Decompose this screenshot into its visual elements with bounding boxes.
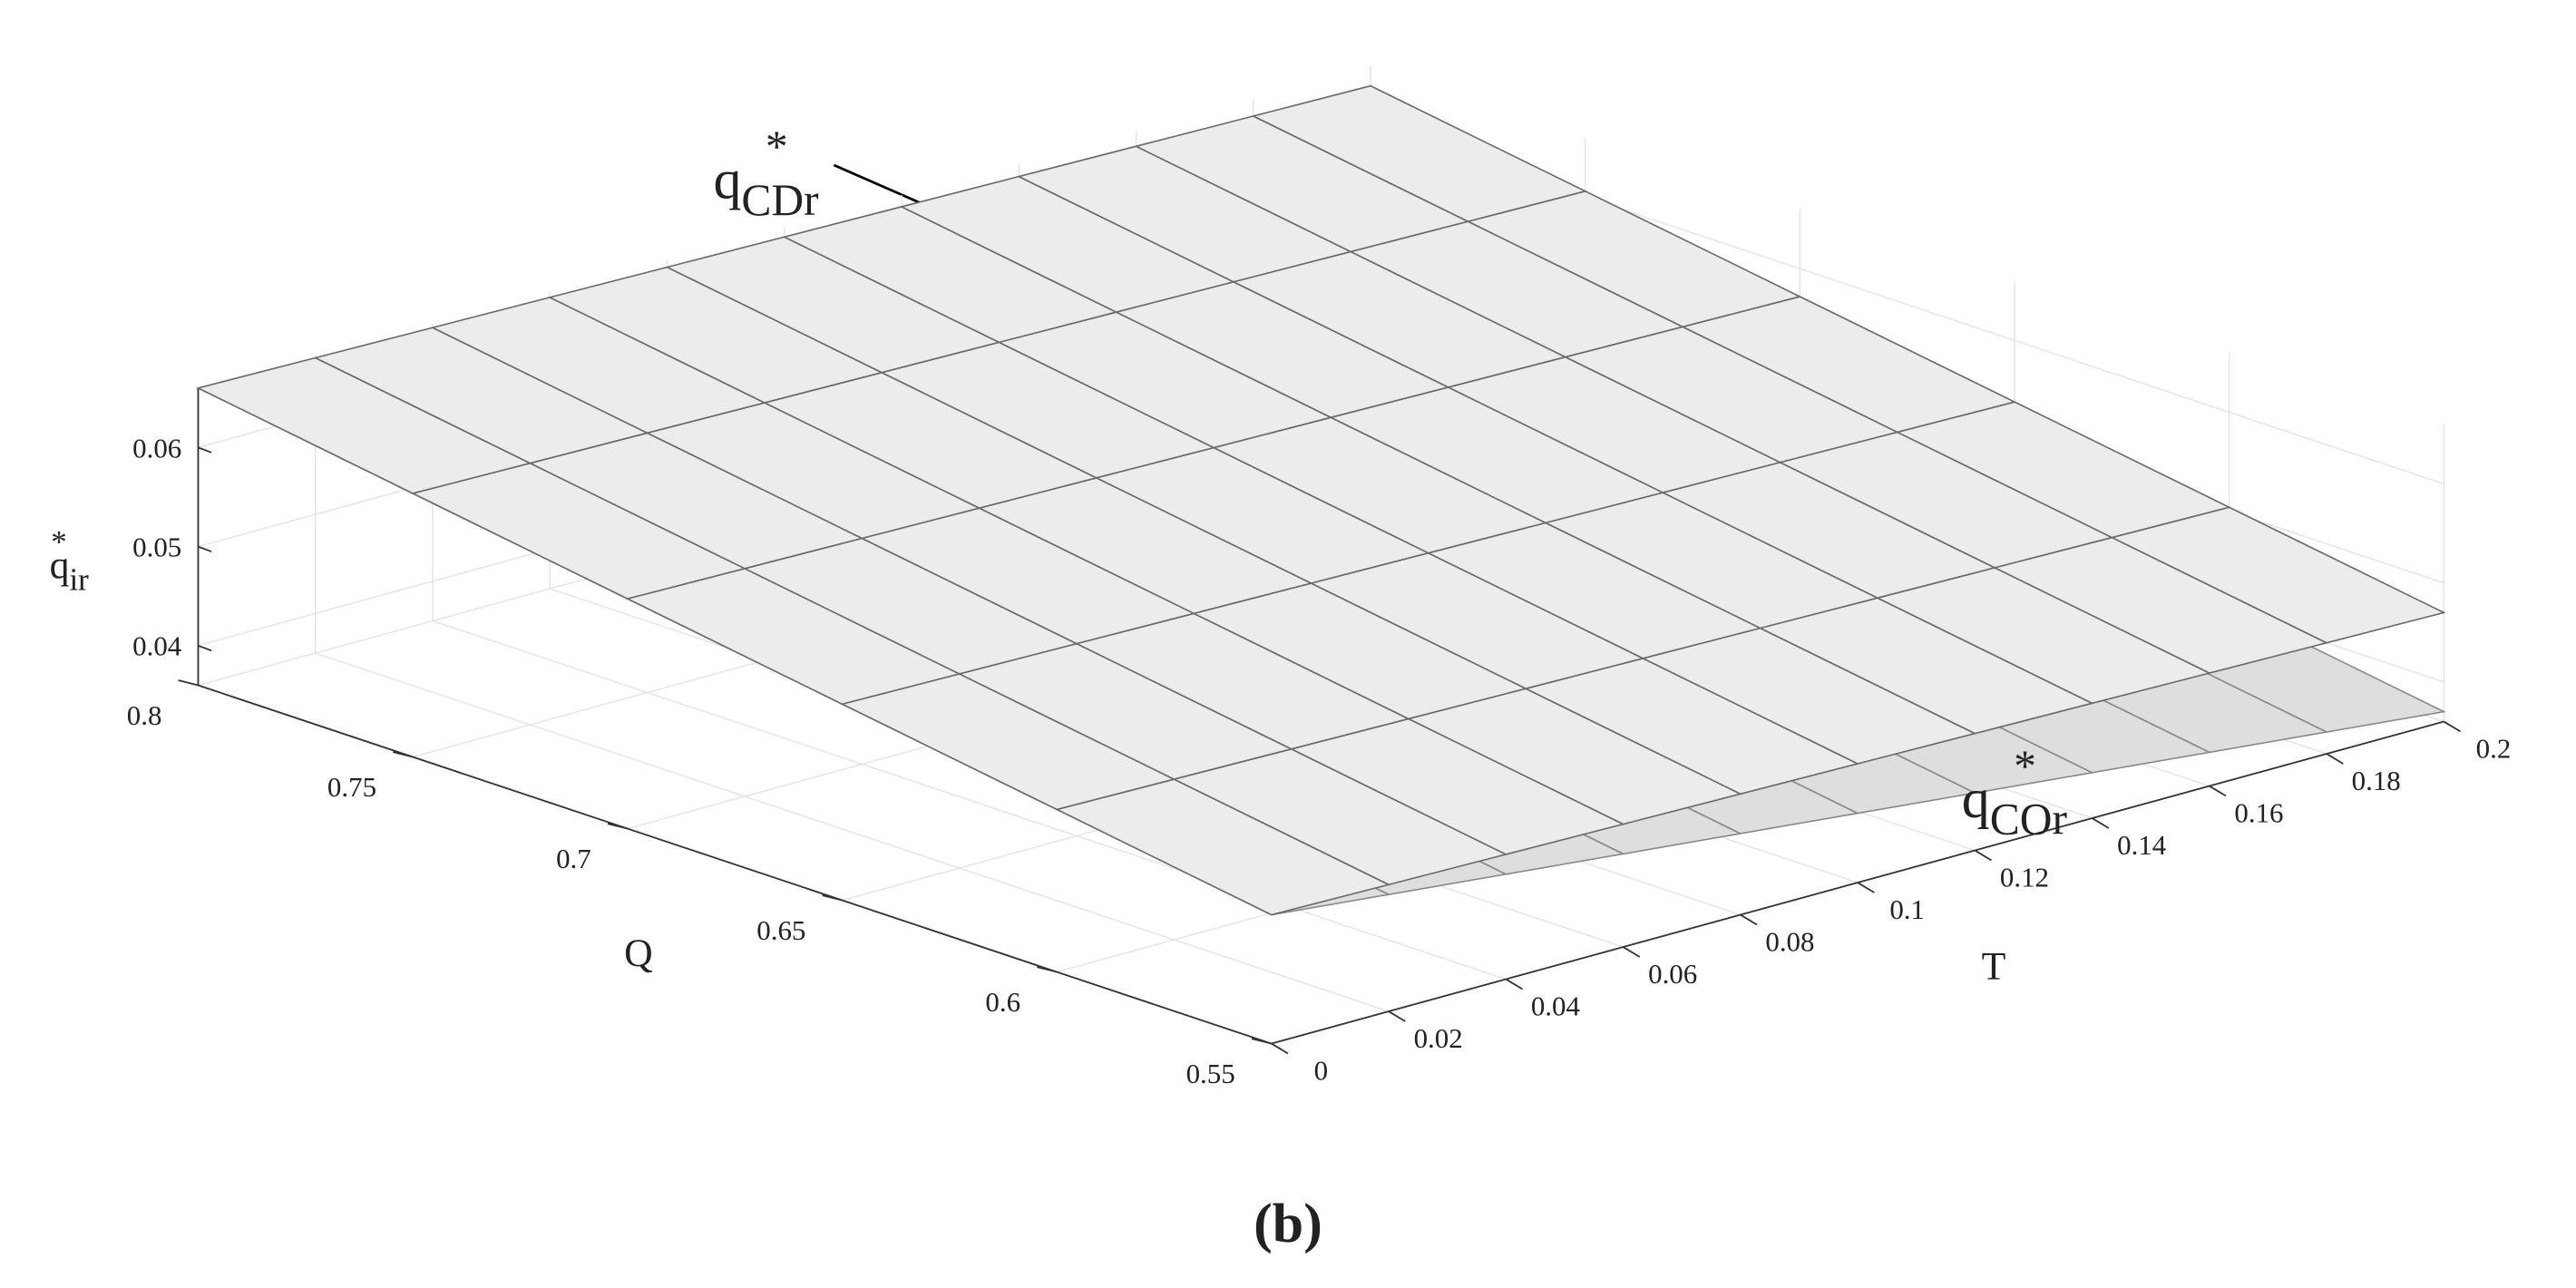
x-tick: [1271, 1042, 1289, 1055]
y-tick: [393, 751, 414, 758]
legend-label-sup: *: [766, 122, 788, 171]
x-tick: [1505, 978, 1523, 990]
x-tick-label: 0.04: [1531, 990, 1580, 1022]
x-tick: [2443, 720, 2462, 733]
y-tick-label: 0.6: [985, 986, 1020, 1018]
axis-line: [198, 684, 1273, 1045]
x-tick: [2209, 785, 2227, 797]
x-tick-label: 0.08: [1765, 926, 1814, 958]
y-tick-label: 0.75: [327, 771, 376, 803]
x-tick-label: 0: [1314, 1055, 1328, 1087]
grid-line: [315, 652, 1390, 1012]
y-tick: [607, 823, 629, 830]
x-tick: [1388, 1010, 1406, 1022]
x-tick: [1623, 946, 1641, 958]
z-tick-label: 0.04: [132, 630, 181, 662]
x-tick: [1857, 882, 1875, 893]
legend-label: qCDr*: [713, 122, 819, 225]
y-tick: [1037, 966, 1058, 973]
z-tick-label: 0.06: [132, 432, 181, 463]
z-tick: [198, 545, 212, 552]
x-tick: [1974, 849, 1992, 862]
x-tick-label: 0.06: [1648, 958, 1697, 990]
legend-label-main: q: [713, 149, 741, 210]
y-tick-label: 0.8: [127, 699, 162, 731]
z-tick: [198, 446, 212, 454]
x-tick-label: 0.2: [2476, 733, 2512, 765]
legend-label-main: q: [1962, 768, 1990, 830]
grid-line: [432, 620, 1507, 981]
y-tick: [178, 679, 199, 687]
y-tick-label: 0.65: [756, 914, 805, 946]
caption: (b): [1254, 1193, 1322, 1254]
x-tick-label: 0.18: [2352, 765, 2401, 796]
x-tick-label: 0.12: [2000, 862, 2049, 893]
x-axis-label: T: [1982, 945, 2006, 989]
legend-label-sub: COr: [1990, 795, 2068, 844]
z-axis-label-main: q: [50, 543, 70, 587]
legend-label-sub: CDr: [741, 175, 819, 225]
y-tick: [1251, 1038, 1273, 1045]
y-tick-label: 0.7: [556, 843, 591, 874]
z-axis-label: qir*: [50, 524, 90, 598]
y-tick: [822, 894, 843, 902]
x-tick-label: 0.14: [2117, 829, 2166, 861]
legend-label: qCOr*: [1962, 741, 2068, 844]
x-tick: [2326, 753, 2344, 765]
x-tick: [2092, 817, 2110, 829]
z-tick-label: 0.05: [132, 532, 181, 563]
x-tick-label: 0.1: [1889, 893, 1925, 925]
x-tick-label: 0.02: [1414, 1022, 1463, 1054]
plot-area: 0 0.02 0.04 0.06 0.08 0.1 0.12 0.14 0.16 0.18 0.2 0…: [50, 65, 2512, 1254]
x-tick-label: 0.16: [2234, 797, 2283, 829]
y-tick-label: 0.55: [1186, 1058, 1235, 1089]
y-axis-label: Q: [624, 932, 653, 975]
z-axis-label-sub: ir: [69, 561, 89, 597]
surface-facet: [1251, 84, 1588, 222]
x-tick: [1740, 913, 1758, 926]
legend-label-sup: *: [2014, 741, 2036, 791]
z-tick: [198, 644, 212, 652]
z-axis-label-sup: *: [51, 524, 66, 560]
